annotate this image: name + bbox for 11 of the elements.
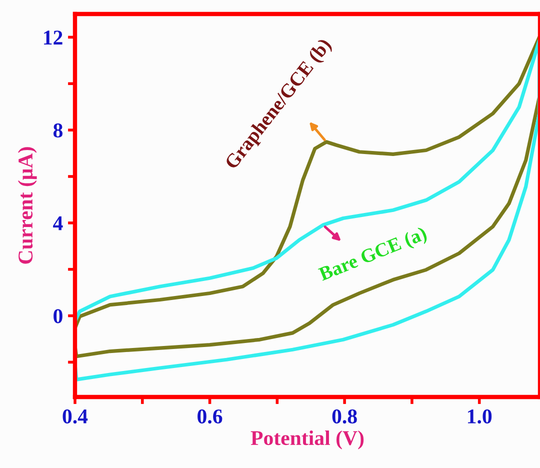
x-tick-label: 0.4 xyxy=(62,409,88,424)
x-axis-title: Potential (V) xyxy=(250,430,364,450)
y-tick-label: 4 xyxy=(53,216,63,230)
x-tick-label: 0.8 xyxy=(332,409,357,424)
x-tick-label: 0.6 xyxy=(198,409,222,424)
x-tick-label: 1.0 xyxy=(468,409,492,424)
y-tick-label: 12 xyxy=(44,30,62,44)
y-tick-label: 8 xyxy=(53,123,63,138)
y-axis-title: Current (μA) xyxy=(18,147,37,264)
text: Bare GCE (a) xyxy=(318,226,429,285)
y-tick-label: 0 xyxy=(54,309,62,324)
